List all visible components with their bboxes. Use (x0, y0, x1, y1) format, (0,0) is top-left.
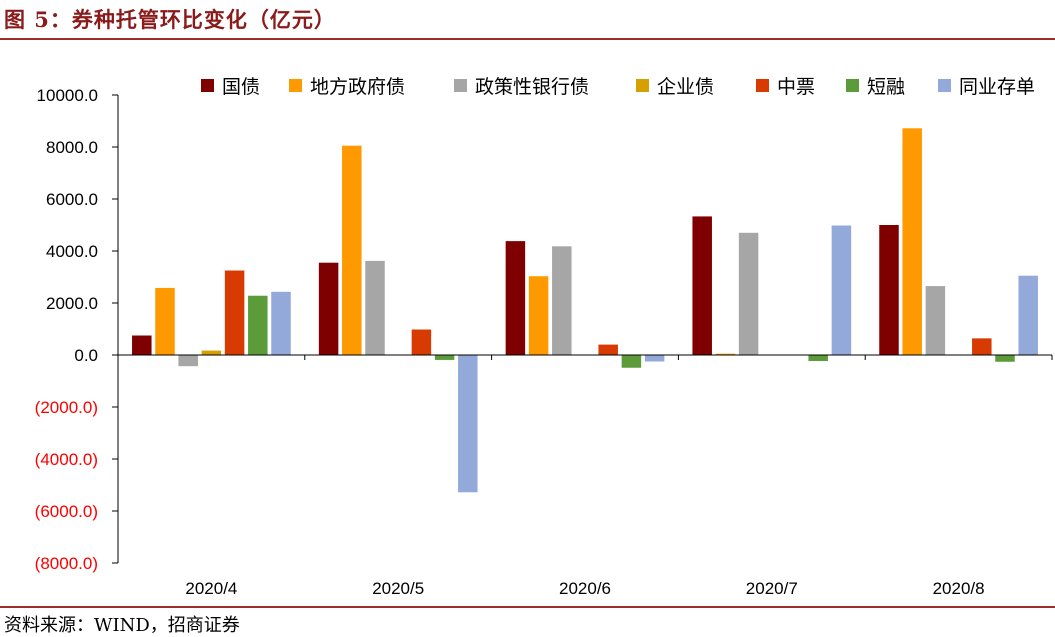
bar (831, 225, 852, 355)
y-tick-label: 6000.0 (46, 190, 98, 209)
bar (505, 241, 526, 355)
source-note: 资料来源：WIND，招商证券 (4, 615, 240, 636)
legend-swatch (636, 79, 649, 92)
y-tick-label: (4000.0) (35, 450, 98, 469)
legend-label: 中票 (777, 76, 815, 98)
bars (132, 128, 1038, 493)
legend-label: 政策性银行债 (475, 76, 589, 98)
bar (178, 355, 198, 367)
y-tick-label: (2000.0) (35, 398, 98, 417)
x-axis: 2020/4 2020/5 2020/6 2020/7 2020/8 (117, 354, 1053, 598)
legend-swatch (201, 79, 214, 92)
y-tick-label: 4000.0 (46, 242, 98, 261)
bar (552, 246, 572, 355)
bar (318, 262, 339, 355)
bar (738, 232, 759, 355)
y-tick-label: 10000.0 (37, 86, 98, 105)
x-category-label: 2020/5 (372, 579, 424, 598)
bar (411, 329, 432, 355)
bar (972, 338, 992, 355)
y-axis: 10000.0 8000.0 6000.0 4000.0 2000.0 0.0 (2000.… (35, 86, 119, 573)
bar (925, 286, 946, 355)
legend-swatch (846, 79, 859, 92)
bar (621, 355, 642, 368)
x-category-label: 2020/6 (559, 579, 611, 598)
bar (644, 355, 665, 362)
legend-swatch (454, 79, 467, 92)
title-rule (0, 38, 1055, 40)
bar (458, 355, 478, 493)
bar (1018, 275, 1038, 355)
y-tick-label: 8000.0 (46, 138, 98, 157)
legend-label: 企业债 (657, 76, 714, 98)
bar (434, 355, 455, 360)
y-tick-label: (6000.0) (35, 502, 98, 521)
source-rule (0, 606, 1055, 608)
x-category-label: 2020/4 (185, 579, 237, 598)
y-tick-label: 0.0 (74, 346, 98, 365)
bar (224, 270, 245, 355)
legend-label: 短融 (867, 76, 905, 98)
x-category-label: 2020/8 (933, 579, 985, 598)
figure-title: 图 5：券种托管环比变化（亿元） (4, 7, 336, 32)
bar (879, 225, 899, 355)
legend: 国债 地方政府债 政策性银行债 企业债 中票 短融 同业存单 (201, 76, 1035, 98)
legend-label: 地方政府债 (310, 76, 405, 98)
bar (528, 276, 549, 355)
bar (365, 260, 385, 355)
x-category-label: 2020/7 (746, 579, 798, 598)
legend-swatch (289, 79, 302, 92)
bar (902, 128, 922, 355)
legend-label: 国债 (222, 76, 260, 98)
bar (995, 355, 1015, 362)
bar (342, 145, 362, 355)
bar (271, 291, 291, 355)
y-tick-label: 2000.0 (46, 294, 98, 313)
legend-swatch (938, 79, 951, 92)
bar (248, 295, 268, 355)
bar (201, 350, 222, 355)
bar (155, 287, 175, 355)
bar (715, 353, 736, 355)
bar (132, 335, 152, 355)
bar (598, 344, 618, 355)
y-tick-label: (8000.0) (35, 554, 98, 573)
legend-label: 同业存单 (959, 76, 1035, 98)
legend-swatch (756, 79, 769, 92)
bar (808, 355, 828, 361)
bar (692, 216, 712, 355)
bar-chart: 国债 地方政府债 政策性银行债 企业债 中票 短融 同业存单 10000.0 8000.0 60… (35, 76, 1053, 598)
